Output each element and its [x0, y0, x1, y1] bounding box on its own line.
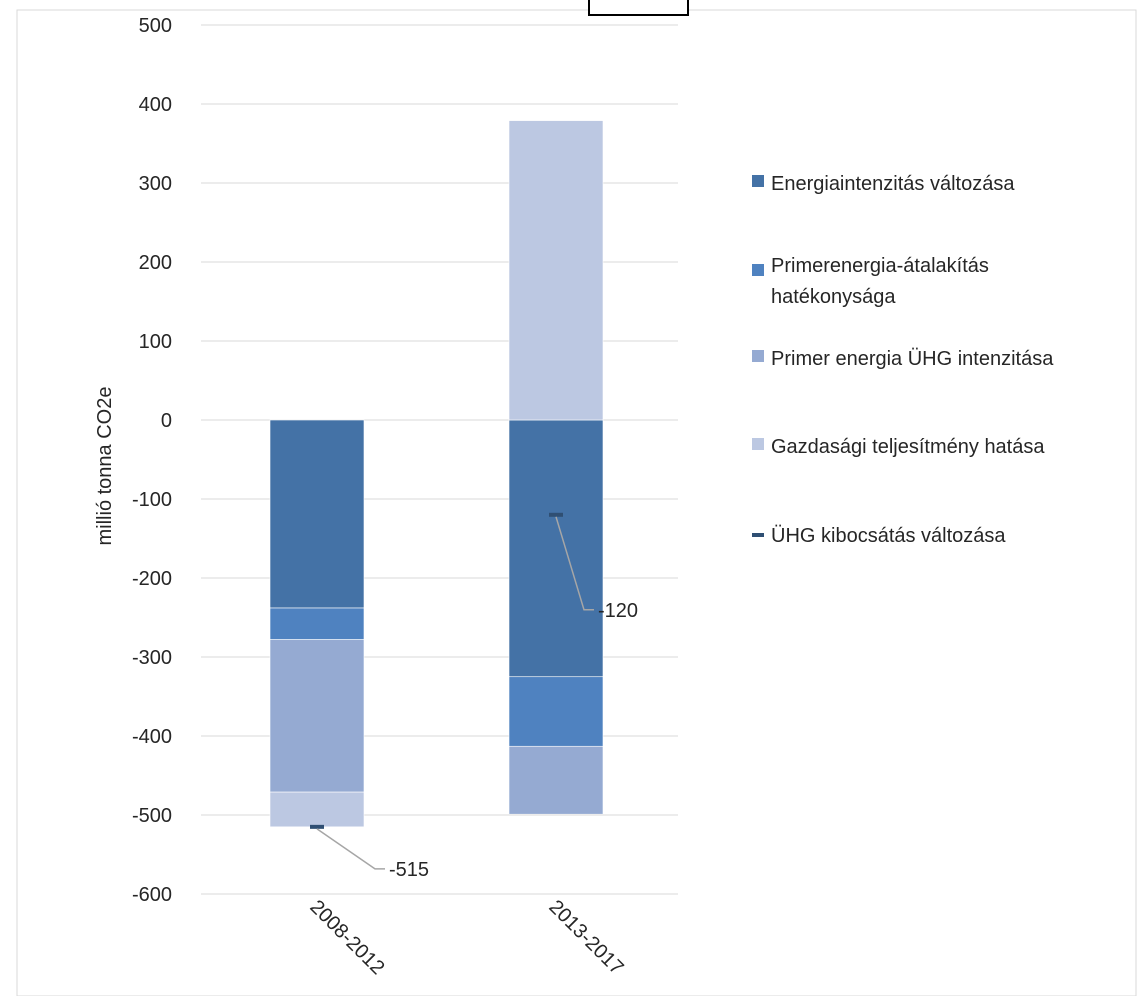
- bar-segment: [269, 639, 365, 793]
- legend-label: Primerenergia-átalakítás hatékonysága: [771, 255, 989, 308]
- y-tick-label: -400: [132, 726, 172, 748]
- legend-label: ÜHG kibocsátás változása: [771, 525, 1006, 547]
- y-tick-label: -300: [132, 647, 172, 669]
- y-tick-label: 300: [139, 173, 172, 195]
- y-tick-label: 500: [139, 15, 172, 37]
- y-tick-label: 200: [139, 252, 172, 274]
- legend: Energiaintenzitás változása Primerenergia…: [752, 173, 1054, 547]
- legend-label: Energiaintenzitás változása: [771, 173, 1015, 195]
- y-axis-label: millió tonna CO2e: [94, 387, 116, 546]
- total-markers: -515 -120: [310, 512, 638, 881]
- legend-label: Primer energia ÜHG intenzitása: [771, 348, 1054, 370]
- bar-segment: [269, 791, 365, 828]
- legend-swatch: [752, 175, 764, 187]
- title-placeholder-box: [588, 0, 689, 16]
- bar-segment: [508, 676, 604, 747]
- bar-segment: [508, 745, 604, 815]
- bar-segment: [269, 419, 365, 609]
- legend-swatch: [752, 264, 764, 276]
- leader-line: [316, 828, 385, 870]
- y-axis-ticks: 500 400 300 200 100 0 -100 -200 -300 -400 -500 -600: [132, 15, 172, 906]
- y-tick-label: -500: [132, 805, 172, 827]
- bar-segment: [508, 120, 604, 421]
- bar-segment: [508, 419, 604, 678]
- y-tick-label: -100: [132, 489, 172, 511]
- data-label: -120: [598, 600, 638, 622]
- y-tick-label: 100: [139, 331, 172, 353]
- y-tick-label: 0: [161, 410, 172, 432]
- bars: [269, 120, 604, 828]
- bar-segment: [269, 607, 365, 640]
- legend-swatch: [752, 350, 764, 362]
- legend-label: Gazdasági teljesítmény hatása: [771, 436, 1045, 458]
- legend-swatch: [752, 438, 764, 450]
- y-tick-label: -600: [132, 884, 172, 906]
- data-label: -515: [389, 859, 429, 881]
- y-tick-label: 400: [139, 94, 172, 116]
- y-tick-label: -200: [132, 568, 172, 590]
- leader-line: [555, 516, 594, 611]
